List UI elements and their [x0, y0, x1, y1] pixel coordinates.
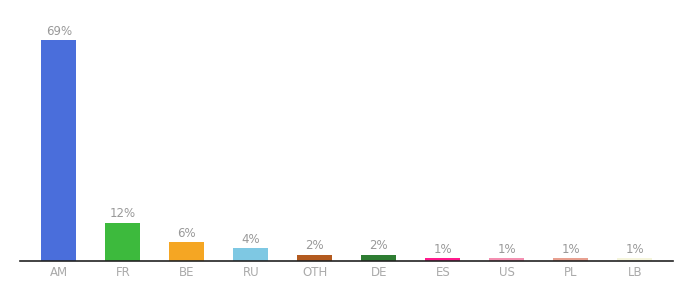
- Text: 1%: 1%: [626, 243, 644, 256]
- Text: 4%: 4%: [241, 233, 260, 246]
- Text: 2%: 2%: [369, 239, 388, 252]
- Bar: [489, 258, 524, 261]
- Bar: [169, 242, 205, 261]
- Text: 6%: 6%: [177, 226, 196, 240]
- Text: 12%: 12%: [109, 207, 136, 220]
- Bar: [233, 248, 269, 261]
- Text: 1%: 1%: [562, 243, 580, 256]
- Text: 69%: 69%: [46, 25, 72, 38]
- Bar: [554, 258, 588, 261]
- Bar: [297, 255, 333, 261]
- Bar: [617, 258, 652, 261]
- Text: 2%: 2%: [305, 239, 324, 252]
- Bar: [41, 40, 76, 261]
- Bar: [105, 223, 140, 261]
- Bar: [361, 255, 396, 261]
- Bar: [425, 258, 460, 261]
- Text: 1%: 1%: [498, 243, 516, 256]
- Text: 1%: 1%: [433, 243, 452, 256]
